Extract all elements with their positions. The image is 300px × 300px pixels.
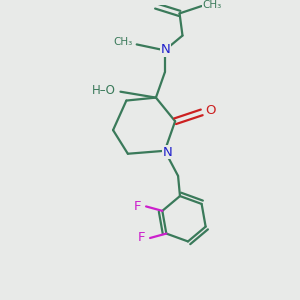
- Text: F: F: [134, 200, 142, 213]
- Text: N: N: [163, 146, 172, 159]
- Text: F: F: [138, 232, 146, 244]
- Text: H–O: H–O: [92, 84, 116, 97]
- Text: CH₃: CH₃: [202, 0, 222, 10]
- Text: O: O: [205, 104, 216, 117]
- Text: CH₃: CH₃: [114, 38, 133, 47]
- Text: N: N: [160, 43, 170, 56]
